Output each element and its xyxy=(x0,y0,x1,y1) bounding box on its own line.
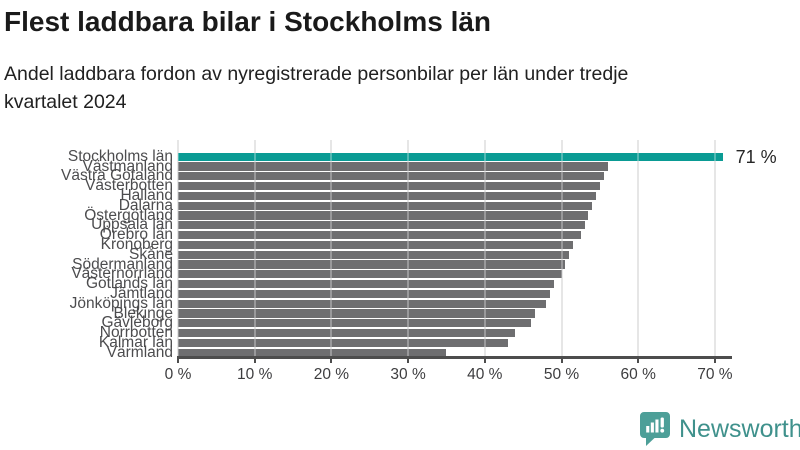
chart-subtitle-line1: Andel laddbara fordon av nyregistrerade … xyxy=(4,63,629,85)
x-axis-tick xyxy=(713,356,716,363)
x-axis-tick-label: 20 % xyxy=(313,366,350,383)
category-label: Södermanland xyxy=(72,255,173,273)
category-label: Västerbotten xyxy=(85,177,173,195)
bar xyxy=(178,289,550,299)
x-axis-tick-label: 70 % xyxy=(697,366,733,383)
bar xyxy=(178,201,593,210)
category-label: Halland xyxy=(120,186,173,204)
category-label: Kronoberg xyxy=(100,235,173,253)
category-label: Gotlands län xyxy=(85,275,173,293)
bar xyxy=(178,240,573,250)
x-axis-tick xyxy=(560,356,563,363)
gridline xyxy=(713,140,716,356)
newsworthy-brand-text: Newsworthy xyxy=(679,415,800,443)
category-label: Jämtland xyxy=(110,284,173,302)
gridline-overlay xyxy=(407,140,410,356)
gridline xyxy=(637,140,640,356)
gridline-overlay xyxy=(483,140,486,356)
gridline-overlay xyxy=(330,140,333,356)
bar xyxy=(178,348,447,357)
bar xyxy=(178,162,608,171)
category-label: Stockholms län xyxy=(67,147,173,165)
category-label: Östergötland xyxy=(84,206,173,224)
x-axis-tick xyxy=(330,356,333,363)
category-label: Skåne xyxy=(129,245,173,263)
x-axis-tick-label: 10 % xyxy=(237,366,273,383)
category-label: Blekinge xyxy=(113,304,173,322)
bar xyxy=(178,299,547,308)
bar xyxy=(178,338,508,348)
category-label: Västernorrland xyxy=(71,265,173,283)
category-label: Uppsala län xyxy=(91,216,173,234)
x-axis-tick xyxy=(637,356,640,363)
bar xyxy=(178,260,566,269)
chart-title: Flest laddbara bilar i Stockholms län xyxy=(4,6,492,37)
newsworthy-chart-bubble-icon xyxy=(640,412,670,446)
x-axis-tick-label: 30 % xyxy=(390,366,426,383)
category-label: Västra Götaland xyxy=(60,167,173,185)
bar xyxy=(178,211,589,220)
x-axis-tick-label: 0 % xyxy=(164,366,192,383)
x-axis-tick-label: 50 % xyxy=(543,366,580,383)
bar xyxy=(178,181,600,191)
category-label: Dalarna xyxy=(118,196,173,214)
bar xyxy=(178,191,596,201)
x-axis-line xyxy=(178,356,733,359)
gridline-overlay xyxy=(637,140,640,356)
category-label: Värmland xyxy=(106,343,173,361)
category-label: Kalmar län xyxy=(98,333,173,351)
bar xyxy=(178,270,562,279)
bar xyxy=(178,250,570,259)
bar xyxy=(178,221,585,230)
x-axis-tick xyxy=(407,356,410,363)
category-label: Gävleborg xyxy=(101,314,173,332)
bar xyxy=(178,328,516,338)
x-axis-tick xyxy=(483,356,486,363)
bar xyxy=(178,309,535,318)
x-axis-tick xyxy=(253,356,256,363)
gridline-overlay xyxy=(253,140,256,356)
bar xyxy=(178,230,581,240)
gridline-overlay xyxy=(560,140,563,356)
gridline-overlay xyxy=(177,140,179,356)
gridline-overlay xyxy=(713,140,716,356)
category-label: Örebro län xyxy=(99,226,173,244)
bar xyxy=(178,279,554,289)
chart-subtitle: Andel laddbara fordon av nyregistrerade … xyxy=(4,60,628,116)
x-axis-tick-label: 60 % xyxy=(620,366,656,383)
chart-subtitle-line2: kvartalet 2024 xyxy=(4,91,127,113)
category-label: Norrbotten xyxy=(99,324,173,342)
x-axis-tick-label: 40 % xyxy=(467,366,503,383)
bar xyxy=(178,152,723,161)
newsworthy-logo: Newsworthy xyxy=(640,412,800,446)
category-label: Västmanland xyxy=(82,157,173,175)
x-axis-tick xyxy=(177,356,179,363)
bar xyxy=(178,172,604,181)
bar xyxy=(178,319,531,328)
bar-value-label: 71 % xyxy=(735,146,777,167)
category-label: Jönköpings län xyxy=(69,294,173,312)
